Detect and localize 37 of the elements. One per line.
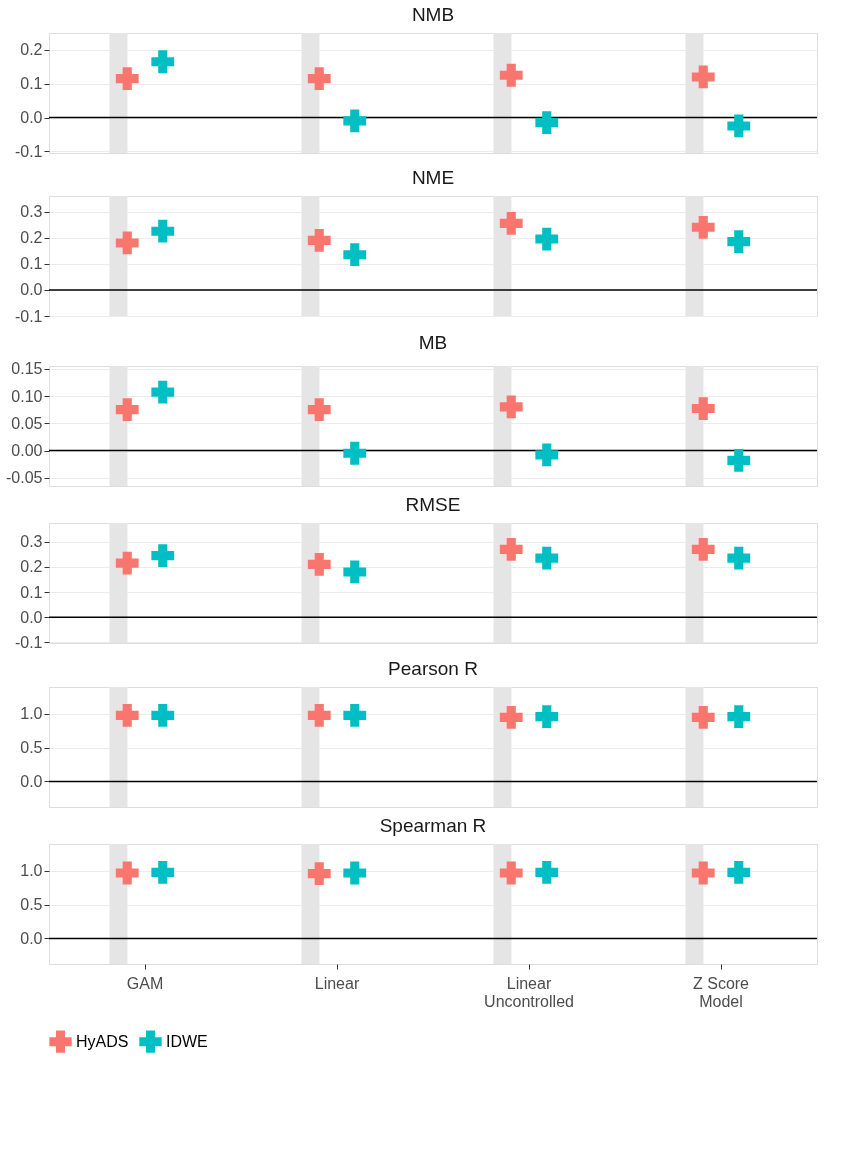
chart-title: NMB xyxy=(411,4,455,25)
y-tick-label: 0.3 xyxy=(20,533,43,551)
y-tick-label: 1.0 xyxy=(20,862,43,880)
chart-title: Spearman R xyxy=(379,815,487,836)
y-tick-label: 0.0 xyxy=(20,109,43,127)
y-tick-label: 0.2 xyxy=(20,558,43,576)
y-tick-label: 0.5 xyxy=(20,739,43,757)
y-tick-label: 0.0 xyxy=(20,281,43,299)
x-tick-label: Z Score Model xyxy=(692,974,750,1010)
y-tick-label: 0.0 xyxy=(20,772,43,790)
y-tick-label: -0.1 xyxy=(14,142,43,160)
y-tick-label: -0.1 xyxy=(14,307,43,325)
chart-title: NME xyxy=(411,167,455,188)
x-tick-label: GAM xyxy=(126,974,164,992)
y-tick-label: 0.5 xyxy=(20,896,43,914)
legend-label: IDWE xyxy=(166,1032,208,1050)
y-tick-label: 0.1 xyxy=(20,583,43,601)
y-tick-label: 0.10 xyxy=(11,387,43,405)
y-tick-label: -0.05 xyxy=(6,469,43,487)
y-tick-label: 0.15 xyxy=(11,360,43,378)
chart-title: Pearson R xyxy=(388,658,478,679)
chart-title: MB xyxy=(418,331,448,353)
legend-label: HyADS xyxy=(76,1032,129,1050)
y-tick-label: -0.1 xyxy=(14,633,43,651)
y-tick-label: 1.0 xyxy=(20,705,43,723)
x-tick-label: Linear Uncontrolled xyxy=(484,974,574,1010)
y-tick-label: 0.0 xyxy=(20,929,43,947)
y-tick-label: 0.05 xyxy=(11,414,43,432)
x-tick-label: Linear xyxy=(314,974,360,992)
y-tick-label: 0.00 xyxy=(11,442,43,460)
y-tick-label: 0.2 xyxy=(20,229,43,247)
y-tick-label: 0.0 xyxy=(20,608,43,626)
y-tick-label: 0.1 xyxy=(20,255,43,273)
chart-title: RMSE xyxy=(405,494,461,515)
y-tick-label: 0.3 xyxy=(20,203,43,221)
y-tick-label: 0.1 xyxy=(20,75,43,93)
y-tick-label: 0.2 xyxy=(20,41,43,59)
